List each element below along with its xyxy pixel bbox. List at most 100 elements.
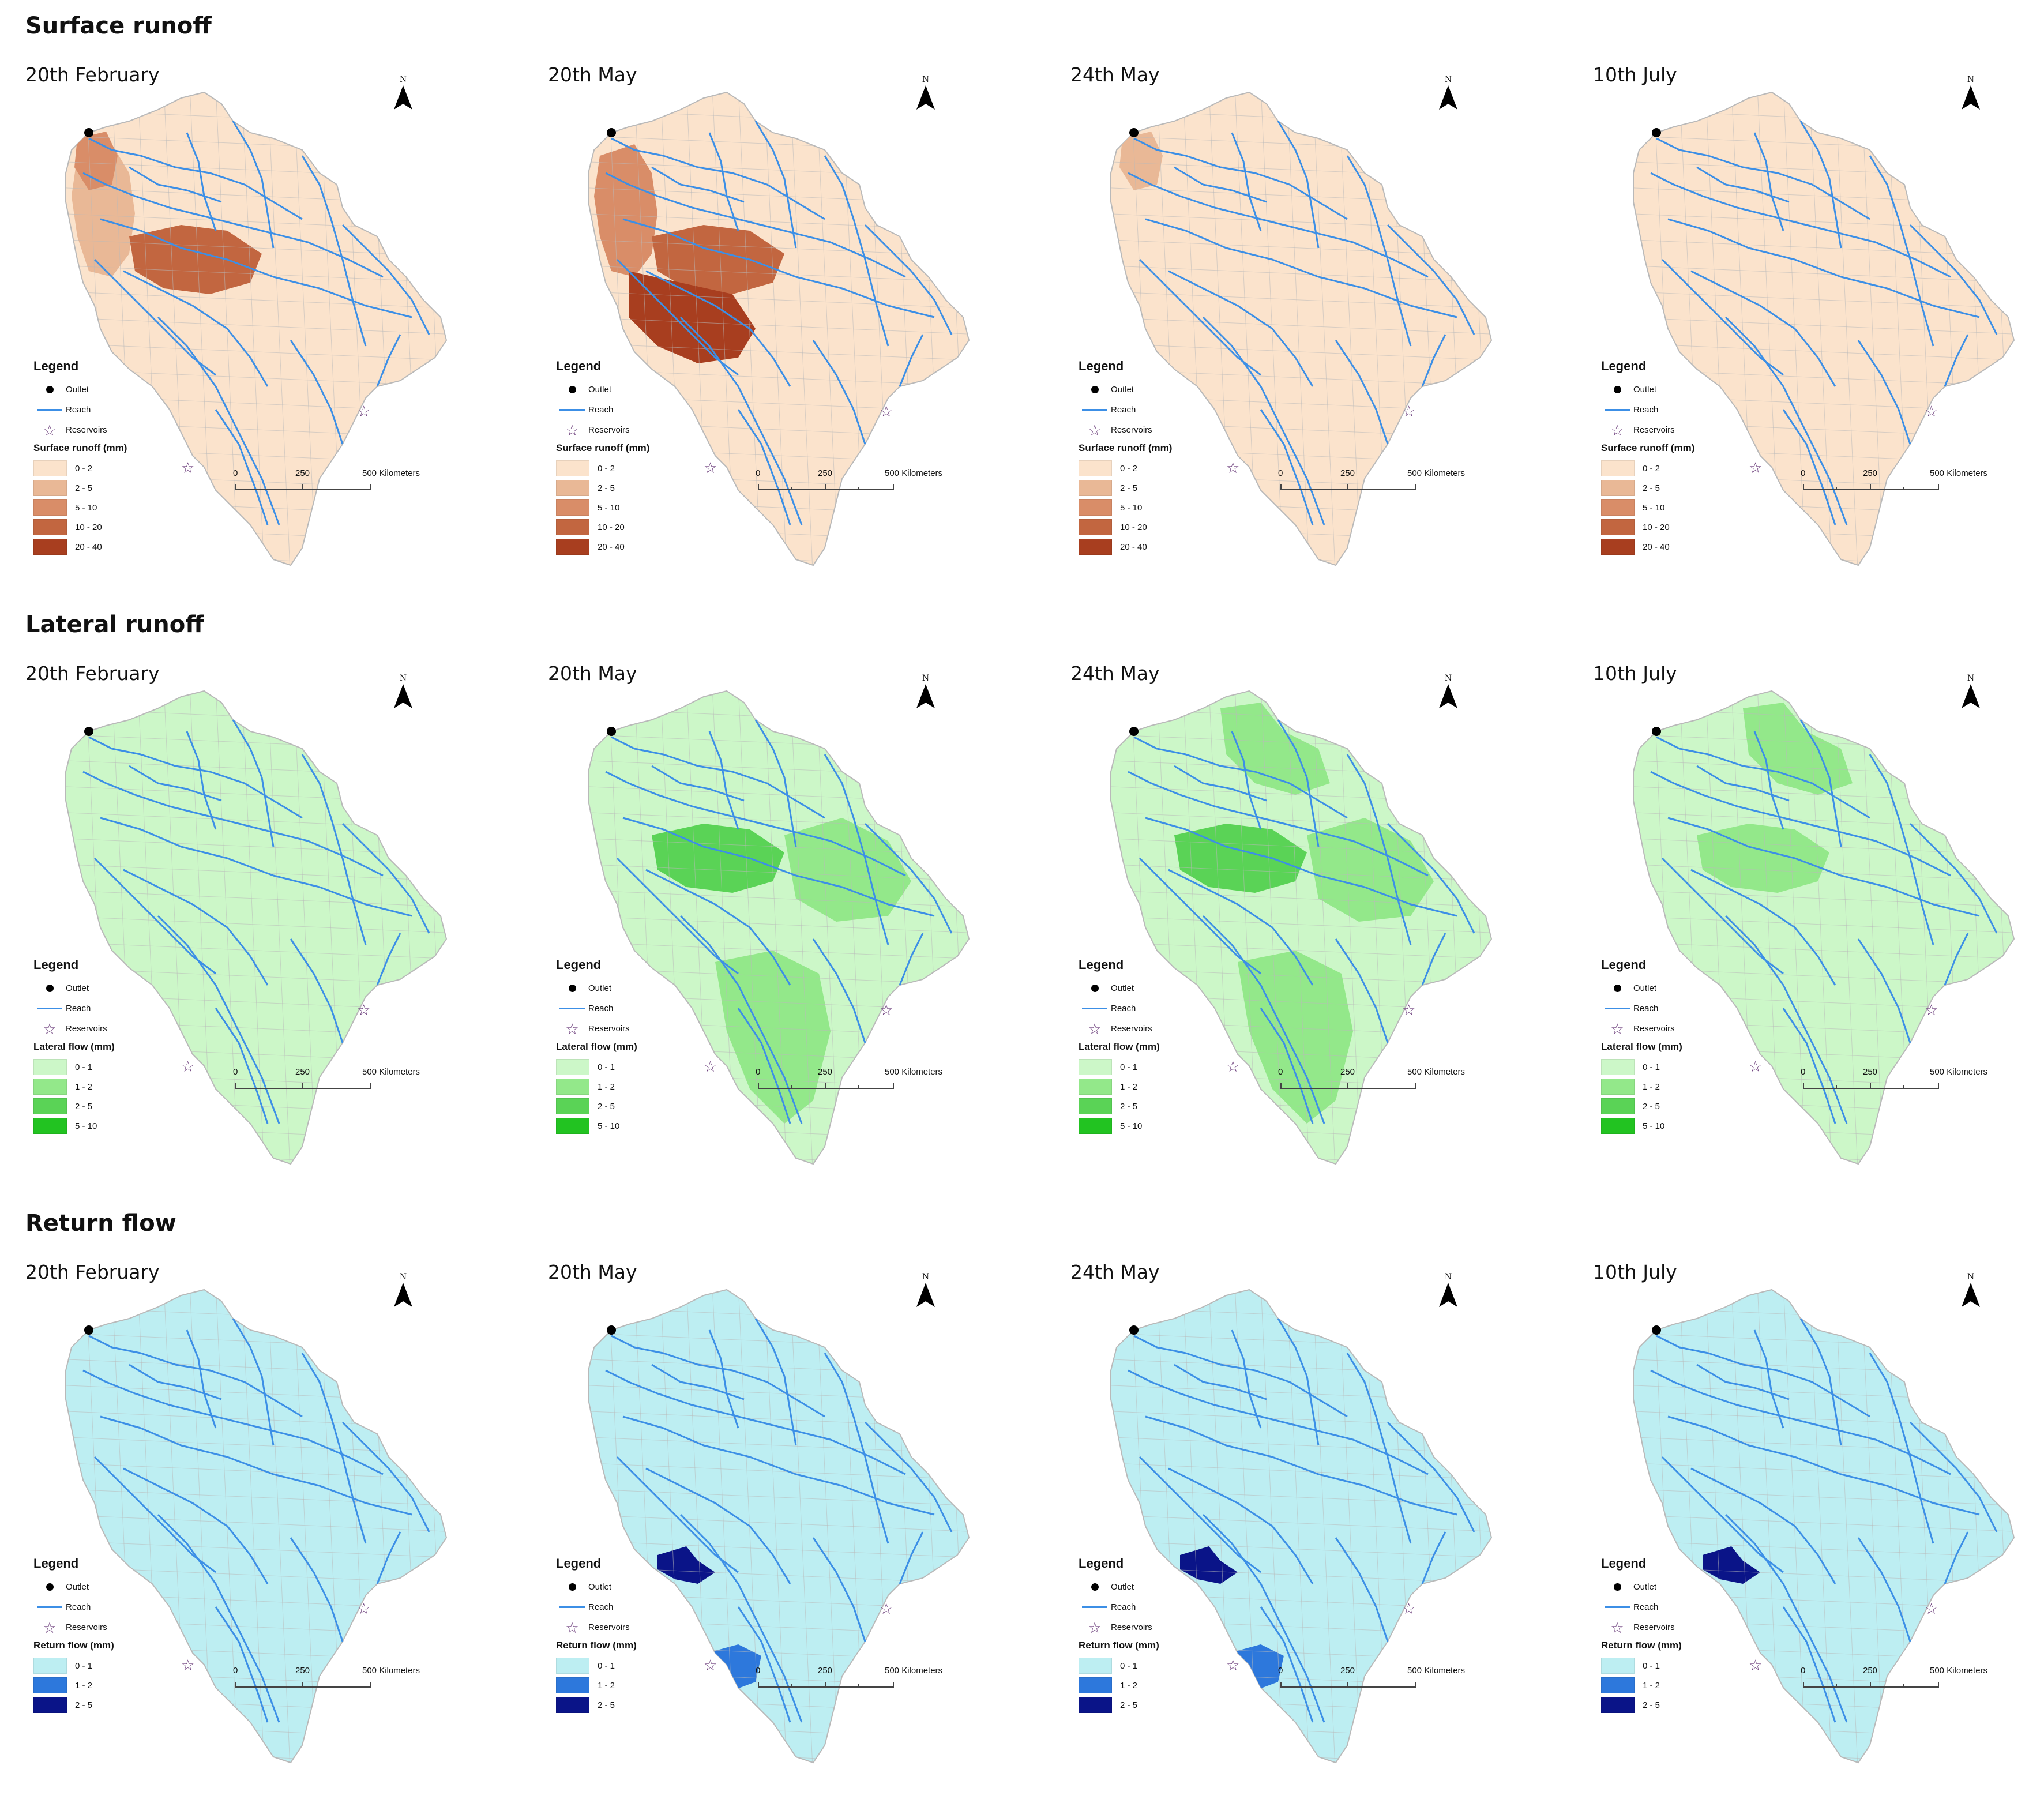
watershed-map: ☆☆ [1633,690,2015,1165]
legend-title: Legend [1079,957,1124,972]
legend-class-label: 20 - 40 [75,542,102,552]
reach-icon [1082,1606,1107,1608]
legend-swatch [33,480,67,496]
legend-reach: Reach [33,998,206,1019]
legend-reach: Reach [1079,998,1252,1019]
reach-line [864,224,953,335]
scale-bar: 0 250 500 Kilometers [1278,1666,1465,1695]
legend-class: 1 - 2 [33,1676,206,1695]
reach-line [616,1456,739,1573]
reach-line [82,1369,384,1475]
subbasin-line [1783,691,1807,1164]
legend: Legend Outlet Reach ☆ Reservoirs Lateral flow… [33,957,206,1136]
legend: Legend Outlet Reach ☆ Reservoirs Surface runo… [1079,359,1252,557]
legend-swatch [1601,1098,1635,1114]
reach-line [93,857,216,975]
legend-swatch [1601,519,1635,535]
scale-tick-0: 0 [1801,1067,1806,1077]
subbasin-line [1338,691,1362,1164]
highlight-zone [1703,1546,1760,1584]
scale-tick-250: 250 [818,1067,833,1077]
legend-swatch [1601,1118,1635,1134]
scale-tick-500: 500 Kilometers [362,1666,420,1676]
reach-line [93,258,216,376]
subbasin-line [1633,1748,2014,1763]
outlet-icon [1091,985,1099,992]
legend-swatch [1079,499,1112,516]
legend-title: Legend [33,1556,79,1571]
reach-line [123,1467,269,1584]
north-arrow-icon [1962,684,1980,708]
reach-line [1260,409,1314,525]
legend-swatch [33,499,67,516]
subbasin-line [2017,1284,2040,1780]
reservoir-marker: ☆ [181,1656,194,1674]
north-letter: N [1444,674,1452,683]
scale-tick-250: 250 [1340,468,1355,478]
subbasin-line [293,1290,317,1763]
legend-class: 0 - 2 [33,459,206,478]
legend-class: 20 - 40 [556,537,729,557]
reach-line [1139,857,1261,975]
reach-line [679,316,803,525]
legend-class-label: 20 - 40 [1120,542,1147,552]
scale-bar: 0 250 500 Kilometers [1278,468,1465,497]
legend-class: 5 - 10 [556,498,729,517]
legend-class: 2 - 5 [556,478,729,498]
legend-reach: Reach [33,1597,206,1617]
scale-tick-500: 500 Kilometers [885,1666,943,1676]
north-arrow: N [911,674,940,712]
reservoir-marker: ☆ [880,403,893,420]
outlet-icon [568,1583,576,1591]
subbasin-line [1286,691,1310,1164]
highlight-zone [1119,132,1163,190]
reservoir-marker: ☆ [704,459,717,476]
reach-line [1133,1335,1348,1418]
ramp-title: Return flow (mm) [33,1640,114,1651]
highlight-zone [652,824,784,893]
reach-line [1753,132,1784,231]
reach-line [645,1467,791,1584]
reach-line [1421,933,1446,986]
reach-line [1944,334,1969,387]
reach-line [812,340,866,445]
reach-line [616,857,739,975]
scale-bar-part [858,1085,859,1088]
reach-line [123,270,269,387]
watershed-map: ☆☆ [1633,91,2015,566]
reach-line [1857,1537,1911,1642]
reach-icon [1605,1008,1630,1009]
reach-line [1696,765,1790,802]
legend-class: 2 - 5 [33,1695,206,1715]
legend-class-label: 20 - 40 [598,542,625,552]
scale-bar-part [302,1083,303,1088]
outlet-icon [568,985,576,992]
legend-class: 2 - 5 [1079,478,1252,498]
star-icon: ☆ [1610,1020,1624,1038]
reach-line [290,340,344,445]
legend-reservoirs-label: Reservoirs [1111,425,1152,435]
legend-swatch [33,1098,67,1114]
subbasin-line [588,941,969,960]
reach-line [1168,270,1314,387]
star-icon: ☆ [565,1618,579,1636]
reach-line [1128,172,1429,278]
reach-line [290,1537,344,1642]
reach-line [1346,754,1412,945]
panel-date: 24th May [1070,1261,1160,1283]
reach-line [123,869,269,986]
watershed-map: ☆☆ [1110,91,1493,566]
legend-swatch [556,480,589,496]
north-arrow-icon [394,684,412,708]
legend-outlet-label: Outlet [588,385,612,395]
star-icon: ☆ [1088,421,1102,439]
map-panel-2-2: ☆ ☆ 24th May N Legend Outlet Reach ☆ Reservoirs R… [1065,1261,1572,1803]
reach-line [100,817,412,917]
subbasin-line [588,1514,969,1532]
legend-class-label: 0 - 2 [598,463,615,474]
subbasin-line [1835,1290,1859,1763]
reach-line [301,1353,367,1544]
reach-line [129,1363,222,1400]
legend-reach-label: Reach [1111,1602,1136,1612]
legend-swatch [1601,460,1635,476]
